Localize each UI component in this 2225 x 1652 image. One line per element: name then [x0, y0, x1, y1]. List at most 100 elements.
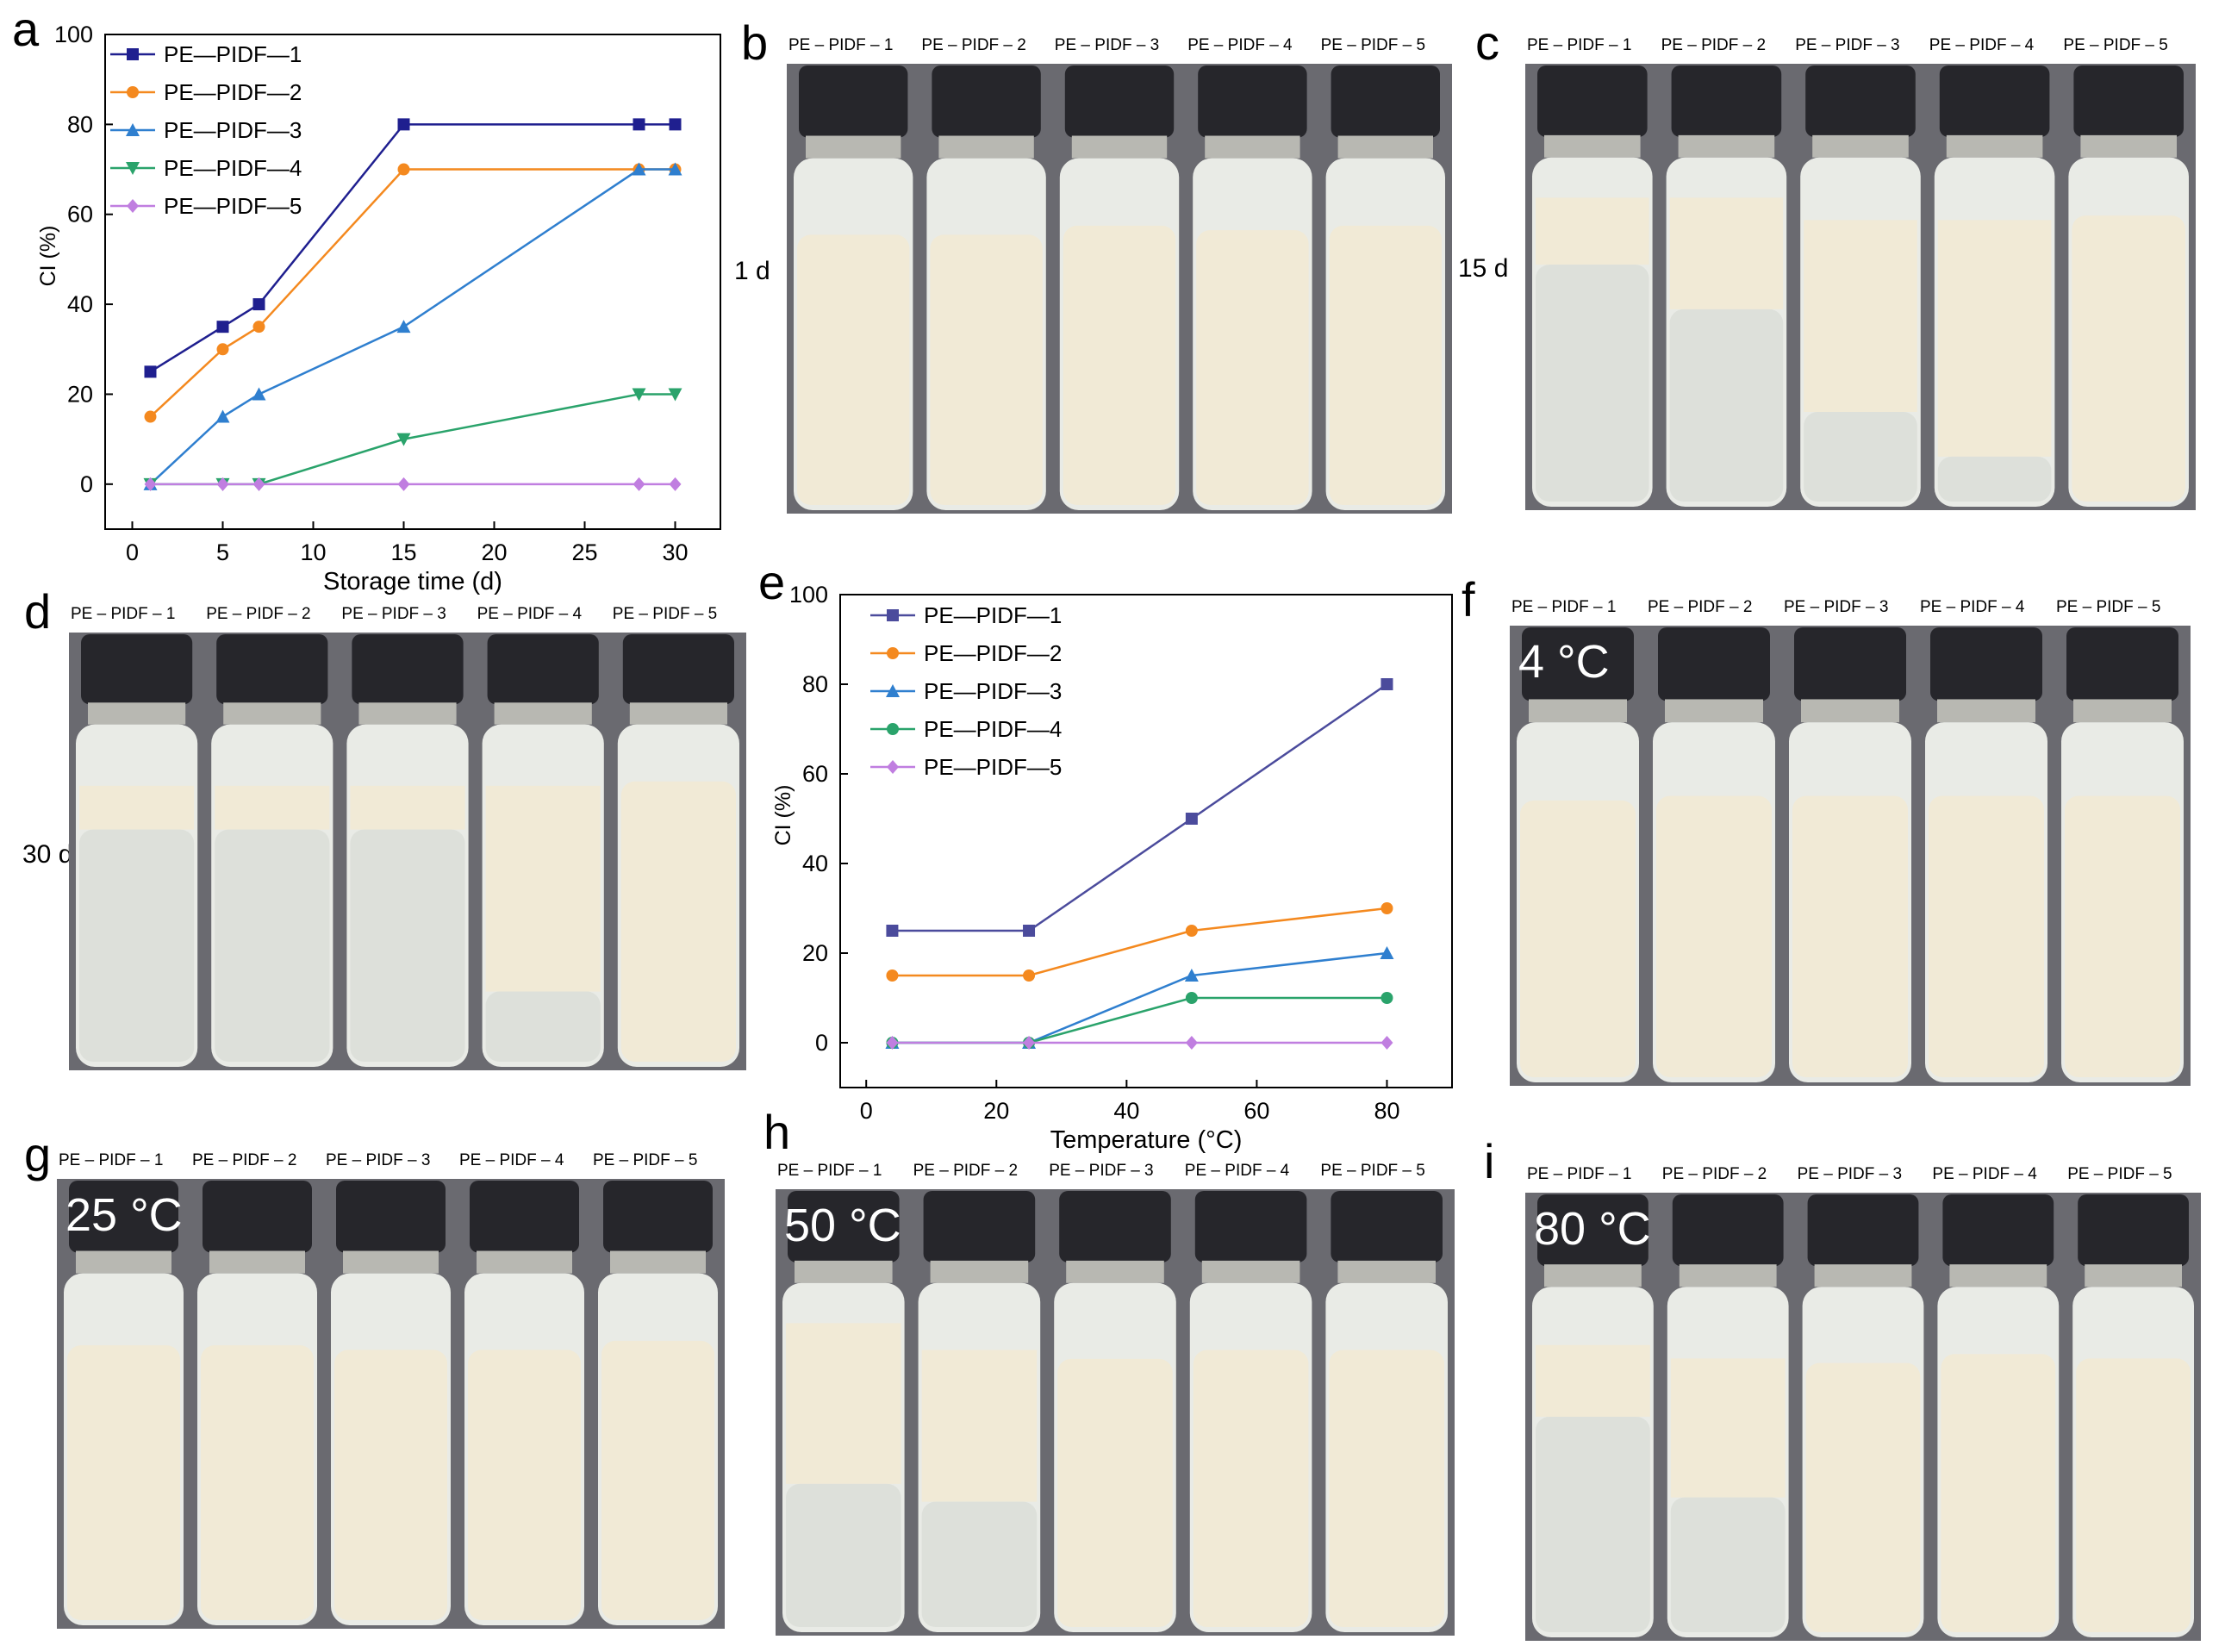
photo-b-image — [787, 64, 1452, 514]
point-e-5-2 — [1185, 1036, 1198, 1050]
vial-neck-g-3 — [343, 1250, 439, 1274]
vial-neck-c-2 — [1678, 134, 1775, 158]
ylabel-a: CI (%) — [36, 226, 60, 287]
vial-cap-h-1 — [788, 1191, 900, 1262]
cream-layer-g-5 — [601, 1340, 714, 1620]
photo-i-image: 80 °C — [1525, 1193, 2201, 1641]
serum-layer-d-2 — [215, 829, 330, 1062]
vial-neck-i-1 — [1544, 1264, 1642, 1287]
cream-layer-h-3 — [1057, 1358, 1173, 1627]
vial-cap-g-4 — [470, 1181, 579, 1253]
vial-neck-g-4 — [477, 1250, 572, 1274]
vial-label-i-3: PE – PIDF – 3 — [1797, 1165, 1903, 1183]
legend-marker-e-5 — [887, 760, 899, 774]
panel-label-d: d — [24, 584, 52, 639]
cream-layer-b-5 — [1329, 225, 1442, 505]
chart-e: 0 20 40 60 80 100 0 20 40 60 80 Temperature (°C) CI … — [758, 569, 1465, 1159]
point-a-3-2 — [252, 387, 266, 401]
vial-label-g-4: PE – PIDF – 4 — [459, 1151, 564, 1169]
vial-cap-d-3 — [352, 634, 464, 705]
point-e-2-3 — [1380, 902, 1393, 914]
point-a-1-4 — [633, 118, 645, 131]
vial-cap-h-5 — [1331, 1191, 1443, 1262]
xtick-label-a-4: 20 — [481, 539, 507, 565]
serum-layer-i-1 — [1536, 1417, 1650, 1632]
serum-layer-c-1 — [1536, 265, 1649, 502]
vial-cap-c-5 — [2073, 65, 2184, 137]
ytick-label-e-0: 0 — [815, 1030, 828, 1056]
point-a-4-4 — [632, 388, 646, 402]
vial-label-h-3: PE – PIDF – 3 — [1049, 1162, 1154, 1180]
point-e-3-2 — [1184, 969, 1199, 982]
vial-label-b-2: PE – PIDF – 2 — [921, 36, 1026, 54]
side-label-30d: 30 d — [22, 840, 73, 869]
cream-layer-f-4 — [1929, 795, 2044, 1077]
vial-cap-d-4 — [487, 634, 599, 705]
vial-label-b-4: PE – PIDF – 4 — [1187, 36, 1293, 54]
vial-label-d-5: PE – PIDF – 5 — [612, 605, 718, 623]
vial-cap-d-1 — [81, 634, 193, 705]
vial-label-h-2: PE – PIDF – 2 — [913, 1162, 1019, 1180]
ytick-label-a-3: 60 — [67, 202, 93, 228]
xtick-label-e-3: 60 — [1243, 1098, 1269, 1124]
photo-c: PE – PIDF – 1 PE – PIDF – 2 PE – PIDF – 3 P… — [1525, 34, 2215, 510]
vial-neck-b-3 — [1071, 135, 1168, 159]
xtick-label-a-2: 10 — [300, 539, 326, 565]
vial-cap-c-4 — [1939, 65, 2050, 137]
vial-neck-i-4 — [1949, 1264, 2047, 1287]
ytick-label-a-0: 0 — [80, 471, 93, 497]
vial-cap-d-2 — [216, 634, 328, 705]
vial-label-c-5: PE – PIDF – 5 — [2063, 36, 2168, 54]
vial-cap-f-5 — [2066, 627, 2178, 701]
serum-layer-c-4 — [1937, 456, 2052, 502]
vial-label-h-5: PE – PIDF – 5 — [1320, 1162, 1425, 1180]
temp-label-g: 25 °C — [65, 1189, 183, 1241]
vial-cap-g-1 — [69, 1181, 178, 1253]
vial-label-c-4: PE – PIDF – 4 — [1929, 36, 2035, 54]
vial-cap-b-3 — [1064, 65, 1175, 138]
panel-label-g: g — [24, 1127, 52, 1181]
cream-layer-h-1 — [786, 1323, 901, 1484]
vial-neck-f-4 — [1937, 699, 2035, 723]
xtick-label-a-1: 5 — [216, 539, 229, 565]
legend-label-e-2: PE—PIDF—2 — [924, 640, 1062, 666]
xlabel-a: Storage time (d) — [323, 568, 502, 595]
photo-d-image — [69, 633, 746, 1070]
cream-layer-f-2 — [1656, 795, 1772, 1077]
point-e-5-1 — [1023, 1036, 1036, 1050]
vial-label-b-3: PE – PIDF – 3 — [1054, 36, 1160, 54]
serum-layer-c-2 — [1669, 309, 1784, 502]
vial-cap-f-3 — [1794, 627, 1906, 701]
photo-h-image: 50 °C — [776, 1189, 1455, 1636]
point-a-1-1 — [216, 321, 229, 334]
point-a-2-0 — [144, 410, 157, 423]
vial-neck-d-2 — [223, 702, 321, 725]
xtick-label-e-4: 80 — [1374, 1098, 1399, 1124]
cream-layer-d-3 — [350, 785, 465, 830]
panel-label-a: a — [12, 2, 40, 56]
point-a-5-4 — [633, 477, 645, 491]
vial-cap-h-2 — [923, 1191, 1036, 1262]
temp-label-f: 4 °C — [1518, 636, 1610, 688]
vial-label-b-5: PE – PIDF – 5 — [1320, 36, 1426, 54]
cream-layer-d-2 — [215, 785, 330, 830]
cream-layer-d-4 — [485, 785, 601, 992]
vial-cap-h-4 — [1194, 1191, 1307, 1262]
ylabel-e: CI (%) — [771, 785, 795, 846]
cream-layer-g-2 — [201, 1345, 314, 1620]
vial-neck-c-3 — [1812, 134, 1909, 158]
vial-cap-f-4 — [1930, 627, 2042, 701]
vial-label-f-4: PE – PIDF – 4 — [1920, 598, 2025, 616]
cream-layer-f-3 — [1792, 795, 1908, 1077]
cream-layer-c-1 — [1536, 197, 1649, 265]
vial-label-d-3: PE – PIDF – 3 — [341, 605, 446, 623]
legend-label-a-5: PE—PIDF—5 — [164, 193, 302, 219]
ytick-label-e-3: 60 — [802, 761, 828, 787]
vial-cap-i-1 — [1537, 1194, 1648, 1267]
legend-label-a-4: PE—PIDF—4 — [164, 155, 302, 181]
vial-neck-g-1 — [76, 1250, 171, 1274]
legend-marker-a-5 — [127, 199, 139, 213]
legend-marker-a-1 — [127, 48, 139, 60]
point-a-5-1 — [216, 477, 229, 491]
cream-layer-g-3 — [334, 1350, 447, 1620]
